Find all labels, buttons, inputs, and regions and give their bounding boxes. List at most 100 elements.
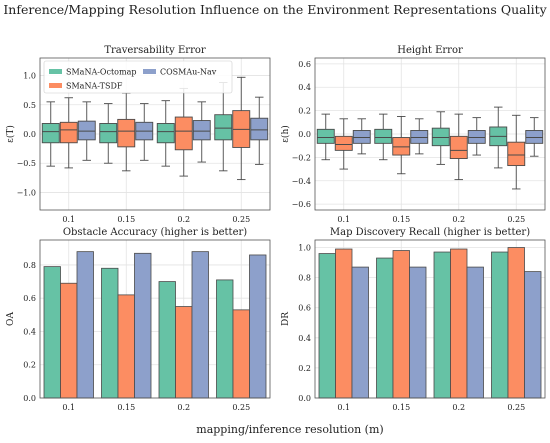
bar-smana-tsdf: [175, 306, 193, 399]
plot-frame: [39, 57, 271, 211]
box-iqr: [250, 117, 269, 141]
y-tick-label: 0.6: [23, 294, 36, 303]
y-tick-label: 1.0: [298, 244, 311, 253]
box-cosmau-nav: [352, 118, 371, 155]
plot-frame: [314, 57, 546, 211]
y-tick-label: 0.6: [298, 60, 311, 69]
x-tick-label: 0.1: [337, 215, 350, 224]
box-iqr: [334, 135, 353, 151]
bar-cosmau-nav: [191, 251, 209, 399]
x-tick-label: 0.2: [177, 403, 190, 412]
y-tick-label: 0.0: [23, 130, 36, 139]
legend-swatch: [143, 69, 156, 74]
x-tick-label: 0.15: [117, 403, 135, 412]
figure-title: Inference/Mapping Resolution Influence o…: [3, 2, 547, 17]
y-tick-label: 0.8: [298, 274, 311, 283]
y-tick-label: 0.0: [298, 394, 311, 403]
legend-label: COSMAu-Nav: [160, 68, 217, 77]
x-tick-label: 0.2: [177, 215, 190, 224]
panel-1: −1.0 −0.5 0.0 0.5 1.0 0.1 0.15 0.2 0.25 Traversab…: [5, 45, 271, 224]
y-tick-label: 0.4: [298, 83, 311, 92]
box-iqr: [117, 118, 136, 148]
y-tick-label: 0.2: [298, 364, 311, 373]
y-axis-label: OA: [6, 312, 16, 326]
bar-smana-octomap: [433, 251, 451, 399]
box-iqr: [449, 135, 468, 160]
plot-frame: [39, 239, 271, 399]
box-iqr: [467, 130, 486, 144]
bar-smana-octomap: [43, 266, 61, 399]
box-smana-tsdf: [117, 92, 136, 172]
y-tick-label: 0.8: [23, 261, 36, 270]
box-cosmau-nav: [250, 96, 269, 165]
x-tick-label: 0.25: [232, 403, 250, 412]
bar-smana-tsdf: [232, 309, 250, 399]
box-smana-octomap: [489, 106, 508, 169]
box-smana-octomap: [41, 101, 60, 167]
x-tick-label: 0.15: [392, 403, 410, 412]
box-iqr: [410, 130, 429, 144]
box-cosmau-nav: [467, 117, 486, 156]
y-tick-label: 0.4: [298, 334, 311, 343]
figure-xlabel: mapping/inference resolution (m): [196, 423, 383, 436]
y-tick-label: 0.6: [298, 304, 311, 313]
box-cosmau-nav: [135, 103, 154, 161]
box-smana-tsdf: [232, 76, 251, 181]
y-tick-label: −1.0: [17, 188, 36, 197]
y-tick-label: 0.0: [23, 394, 36, 403]
box-iqr: [507, 141, 526, 167]
box-smana-octomap: [431, 111, 450, 165]
box-iqr: [41, 123, 60, 144]
y-tick-label: 0.0: [298, 130, 311, 139]
box-cosmau-nav: [77, 101, 96, 161]
y-tick-label: 0.4: [23, 327, 36, 336]
x-tick-label: 0.15: [392, 215, 410, 224]
bar-smana-octomap: [491, 251, 509, 399]
bar-smana-octomap: [101, 267, 119, 399]
y-tick-label: 1.0: [23, 72, 36, 81]
bar-smana-tsdf: [392, 250, 410, 399]
x-tick-label: 0.25: [232, 215, 250, 224]
y-tick-label: −0.6: [292, 200, 311, 209]
bar-cosmau-nav: [524, 271, 542, 399]
box-iqr: [174, 116, 193, 151]
legend-swatch: [49, 83, 62, 88]
bar-smana-octomap: [318, 253, 336, 399]
x-tick-label: 0.2: [452, 215, 465, 224]
legend-swatch: [49, 69, 62, 74]
bar-smana-tsdf: [450, 248, 468, 399]
box-smana-octomap: [316, 113, 335, 161]
box-iqr: [214, 114, 233, 141]
legend-label: SMaNA-TSDF: [66, 82, 123, 91]
bar-smana-tsdf: [117, 294, 135, 399]
x-tick-label: 0.15: [117, 215, 135, 224]
box-cosmau-nav: [192, 101, 211, 163]
y-axis-label: ε(T): [5, 125, 16, 143]
bar-smana-tsdf: [335, 248, 353, 399]
box-iqr: [316, 128, 335, 144]
panel-title: Obstacle Accuracy (higher is better): [63, 227, 247, 238]
panel-3: 0.0 0.2 0.4 0.6 0.8 0.1 0.15 0.2 0.25 Obstacle Ac…: [6, 227, 271, 412]
box-iqr: [352, 130, 371, 144]
box-smana-octomap: [374, 113, 393, 161]
box-iqr: [99, 123, 118, 144]
panel-4: 0.0 0.2 0.4 0.6 0.8 1.0 0.1 0.15 0.2 0.25 Map Disc…: [281, 227, 546, 412]
box-smana-tsdf: [507, 114, 526, 190]
box-iqr: [392, 137, 411, 156]
x-tick-label: 0.1: [62, 215, 75, 224]
bar-cosmau-nav: [466, 266, 484, 399]
panel-title: Height Error: [397, 45, 463, 56]
y-tick-label: −0.4: [292, 177, 311, 186]
bar-smana-tsdf: [507, 247, 525, 399]
box-iqr: [156, 123, 175, 144]
bar-smana-octomap: [158, 281, 176, 399]
panel-2: −0.6 −0.4 −0.2 0.0 0.2 0.4 0.6 0.1 0.15 0.2 0.25 He…: [280, 45, 546, 224]
plot-frame: [314, 239, 546, 399]
x-tick-label: 0.1: [337, 403, 350, 412]
legend: SMaNA-Octomap SMaNA-TSDF COSMAu-Nav: [43, 60, 233, 94]
legend-box: [43, 60, 233, 94]
y-tick-label: −0.5: [17, 159, 36, 168]
bar-cosmau-nav: [409, 266, 427, 399]
box-smana-tsdf: [59, 97, 78, 169]
